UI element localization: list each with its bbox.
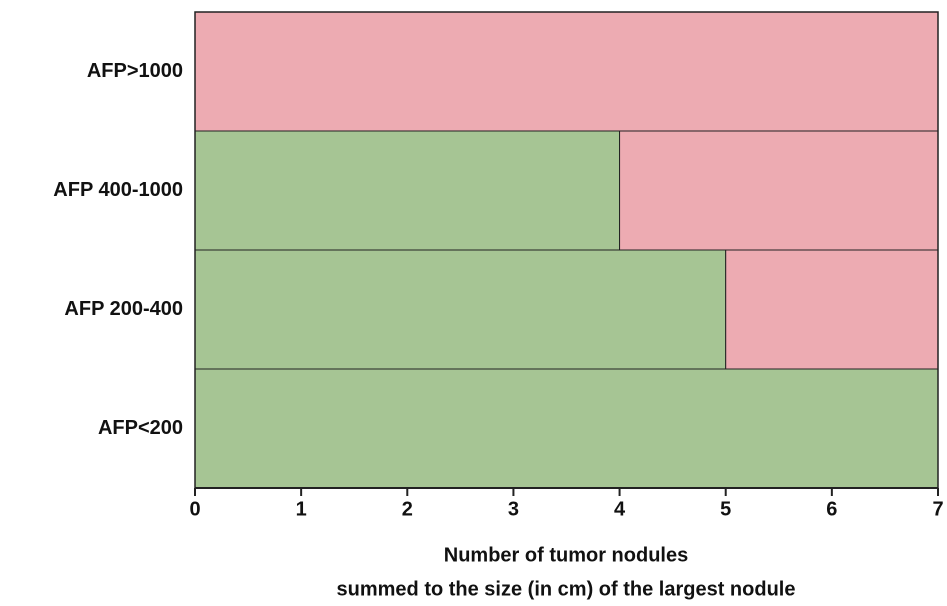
y-tick-label: AFP<200 xyxy=(98,417,183,439)
x-tick-label: 1 xyxy=(296,498,307,520)
y-tick-label: AFP 200-400 xyxy=(64,298,183,320)
bar-segment xyxy=(194,11,939,132)
x-axis-title: Number of tumor nodules xyxy=(444,544,688,566)
bar-segment xyxy=(619,130,939,251)
y-tick-label: AFP 400-1000 xyxy=(53,179,183,201)
y-tick-label: AFP>1000 xyxy=(87,60,183,82)
x-tick-label: 6 xyxy=(826,498,837,520)
x-tick-label: 4 xyxy=(614,498,626,520)
bar-segment xyxy=(194,130,621,251)
bar-segment xyxy=(194,368,939,489)
x-tick-label: 2 xyxy=(402,498,413,520)
x-tick-label: 7 xyxy=(932,498,943,520)
x-tick-label: 5 xyxy=(720,498,731,520)
bar-segment xyxy=(194,249,727,370)
x-tick-label: 0 xyxy=(189,498,200,520)
bar-segment xyxy=(725,249,939,370)
x-tick-label: 3 xyxy=(508,498,519,520)
x-axis-title: summed to the size (in cm) of the larges… xyxy=(337,578,796,600)
